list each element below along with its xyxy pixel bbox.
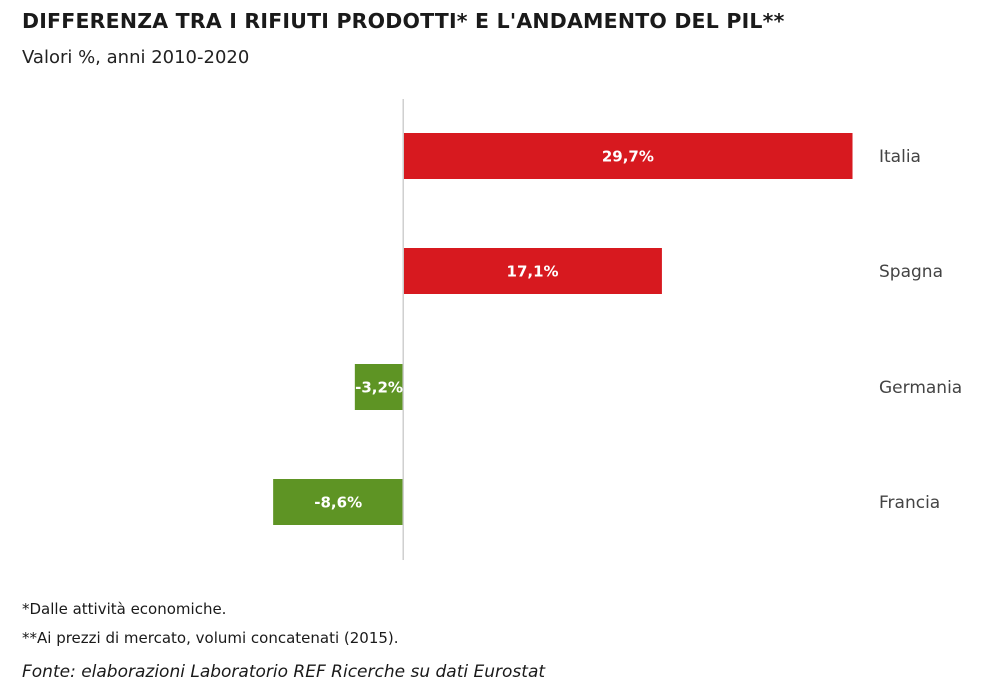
- category-label-italia: Italia: [879, 147, 921, 167]
- bar-italia: [403, 133, 853, 179]
- footnote-1: *Dalle attività economiche.: [22, 600, 227, 618]
- bar-francia: [273, 479, 404, 525]
- data-label-germania: -3,2%: [355, 379, 403, 397]
- chart-title: DIFFERENZA TRA I RIFIUTI PRODOTTI* E L'A…: [22, 9, 785, 33]
- data-label-francia: -8,6%: [314, 494, 362, 512]
- data-label-italia: 29,7%: [602, 148, 654, 166]
- bar-spagna: [403, 248, 662, 294]
- bar-germania: [354, 364, 404, 410]
- data-label-spagna: 17,1%: [507, 263, 559, 281]
- footnote-2: **Ai prezzi di mercato, volumi concatena…: [22, 629, 399, 647]
- chart-subtitle: Valori %, anni 2010-2020: [22, 47, 250, 68]
- category-label-germania: Germania: [879, 378, 962, 398]
- category-label-spagna: Spagna: [879, 262, 943, 282]
- category-label-francia: Francia: [879, 493, 940, 513]
- bar-chart: 29,7% Italia 17,1% Spagna -3,2% Germania -8,6%…: [273, 99, 962, 560]
- source-note: Fonte: elaborazioni Laboratorio REF Rice…: [22, 662, 546, 682]
